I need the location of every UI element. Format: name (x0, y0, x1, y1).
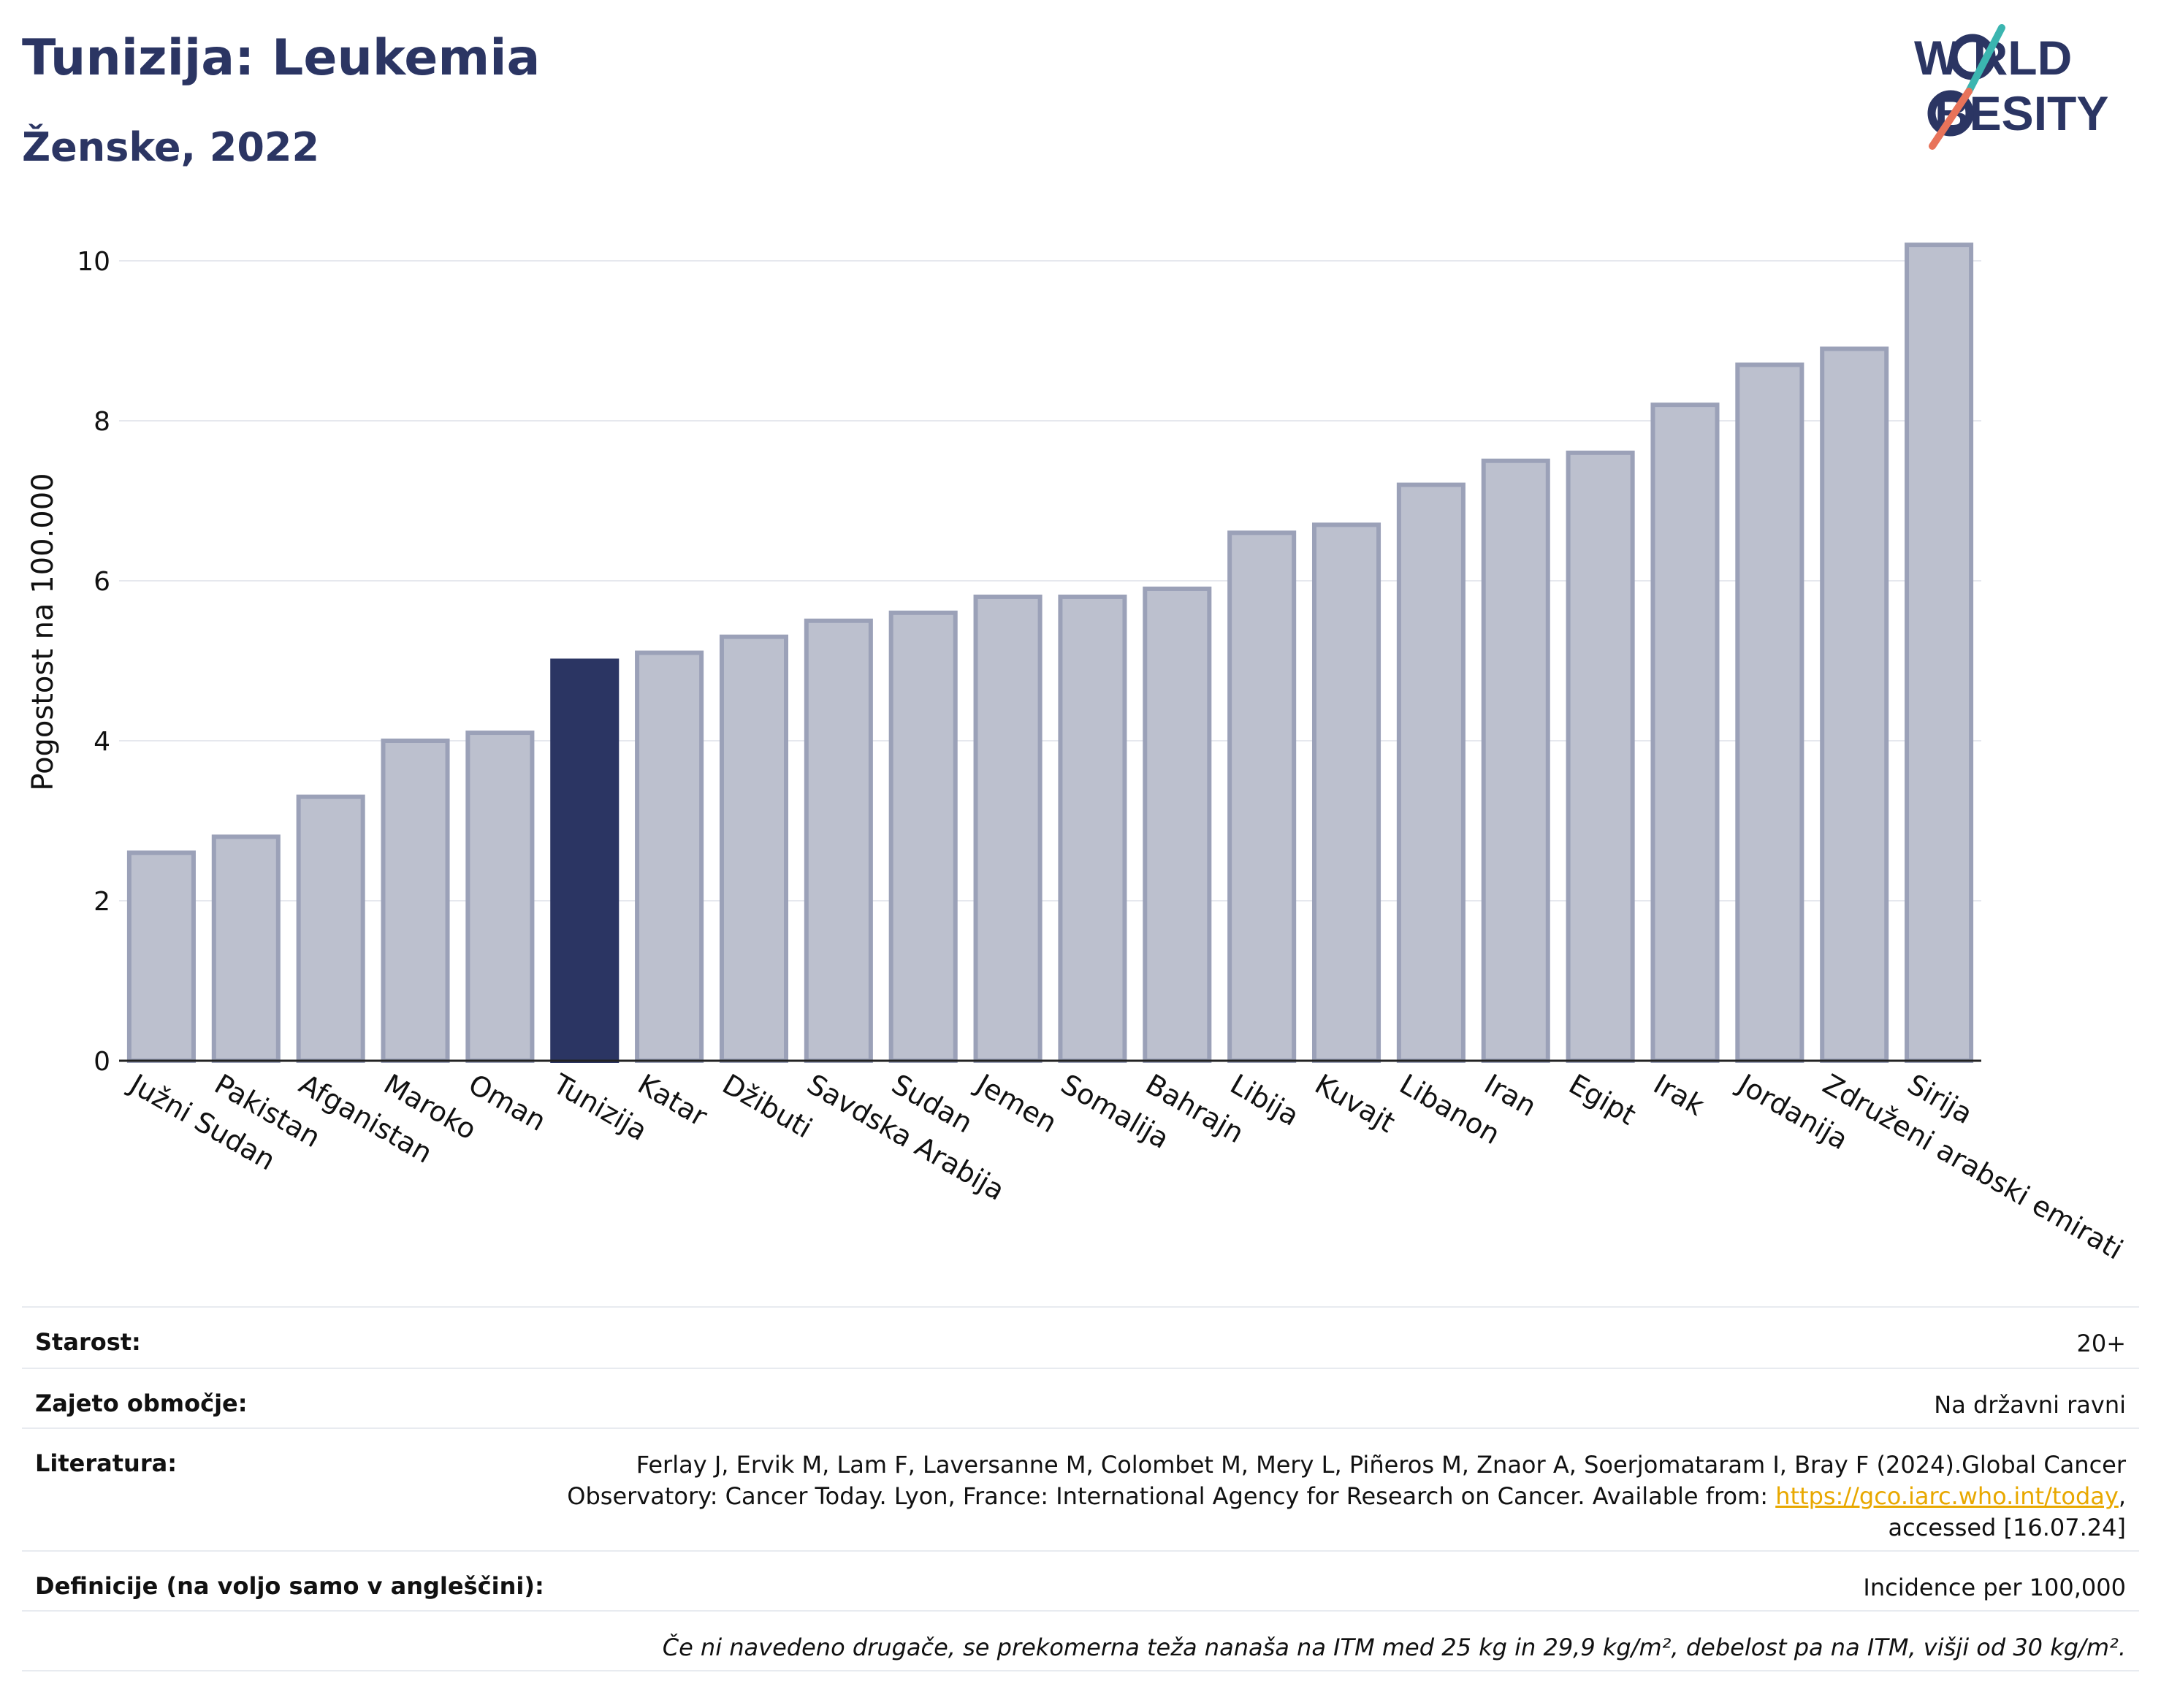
bar (1143, 586, 1212, 1063)
bar (1820, 346, 1889, 1063)
x-tick-label: Irak (1648, 1068, 1710, 1122)
y-tick-label: 0 (94, 1047, 110, 1077)
y-axis-label: Pogostost na 100.000 (26, 473, 60, 790)
bar (550, 658, 620, 1063)
x-tick-label: Kuvajt (1310, 1068, 1400, 1139)
x-tick-label: Egipt (1563, 1068, 1642, 1132)
bar (1566, 450, 1635, 1063)
literature-label: Literatura: (35, 1449, 177, 1477)
bar (719, 634, 789, 1063)
bar (1481, 458, 1550, 1063)
coverage-label: Zajeto območje: (35, 1389, 248, 1417)
bar (126, 850, 196, 1064)
bar (296, 794, 365, 1064)
info-row-note: Če ni navedeno drugače, se prekomerna te… (22, 1610, 2139, 1670)
age-value: 20+ (2076, 1330, 2126, 1357)
bar (381, 739, 450, 1063)
bar (1311, 522, 1381, 1063)
chart-bars (126, 243, 1974, 1064)
bar (888, 610, 958, 1063)
world-obesity-logo: W RLD BESITY (1914, 24, 2108, 150)
page-title: Tunizija: Leukemia (22, 29, 541, 87)
literature-text: Ferlay J, Ervik M, Lam F, Laversanne M, … (567, 1451, 2126, 1510)
x-tick-label: Džibuti (717, 1068, 817, 1145)
literature-value: Ferlay J, Ervik M, Lam F, Laversanne M, … (555, 1449, 2126, 1544)
x-tick-label: Tunizija (547, 1067, 653, 1147)
y-tick-label: 10 (77, 247, 110, 277)
info-row-definitions: Definicije (na voljo samo v angleščini):… (22, 1550, 2139, 1610)
y-tick-label: 6 (94, 567, 110, 597)
age-label: Starost: (35, 1328, 141, 1356)
bar (1396, 482, 1466, 1063)
info-row-age: Starost: 20+ (22, 1306, 2139, 1368)
bar (1058, 594, 1127, 1063)
info-row-coverage: Zajeto območje: Na državni ravni (22, 1368, 2139, 1427)
literature-link[interactable]: https://gco.iarc.who.int/today (1775, 1482, 2119, 1510)
definitions-label: Definicije (na voljo samo v angleščini): (35, 1572, 544, 1600)
bar (1227, 530, 1297, 1063)
literature-accessed: , accessed [16.07.24] (1888, 1482, 2126, 1541)
footnote: Če ni navedeno drugače, se prekomerna te… (662, 1633, 2126, 1661)
bar (1735, 362, 1804, 1064)
bar (1905, 243, 1974, 1064)
y-tick-label: 2 (94, 887, 110, 917)
bar (804, 618, 873, 1063)
bar (211, 834, 281, 1064)
definitions-value: Incidence per 100,000 (1863, 1574, 2126, 1601)
info-row-literature: Literatura: Ferlay J, Ervik M, Lam F, La… (22, 1427, 2139, 1550)
x-tick-label: Jemen (969, 1067, 1062, 1140)
bar (973, 594, 1043, 1063)
info-table: Starost: 20+ Zajeto območje: Na državni … (22, 1306, 2139, 1671)
coverage-value: Na državni ravni (1934, 1391, 2126, 1419)
page-subtitle: Ženske, 2022 (22, 124, 320, 170)
bar (1650, 403, 1720, 1063)
bar (635, 650, 704, 1063)
bar (465, 731, 535, 1063)
info-bottom-rule (22, 1670, 2139, 1671)
y-tick-label: 8 (94, 407, 110, 437)
x-tick-label: Združeni arabski emirati (1818, 1068, 2129, 1266)
y-tick-label: 4 (94, 727, 110, 757)
